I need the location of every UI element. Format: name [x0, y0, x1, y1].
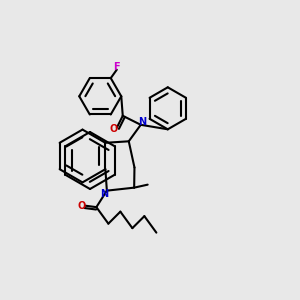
Text: O: O	[78, 201, 86, 211]
Text: O: O	[109, 124, 117, 134]
Text: N: N	[138, 117, 146, 127]
Text: N: N	[100, 189, 108, 199]
Text: F: F	[113, 62, 120, 72]
